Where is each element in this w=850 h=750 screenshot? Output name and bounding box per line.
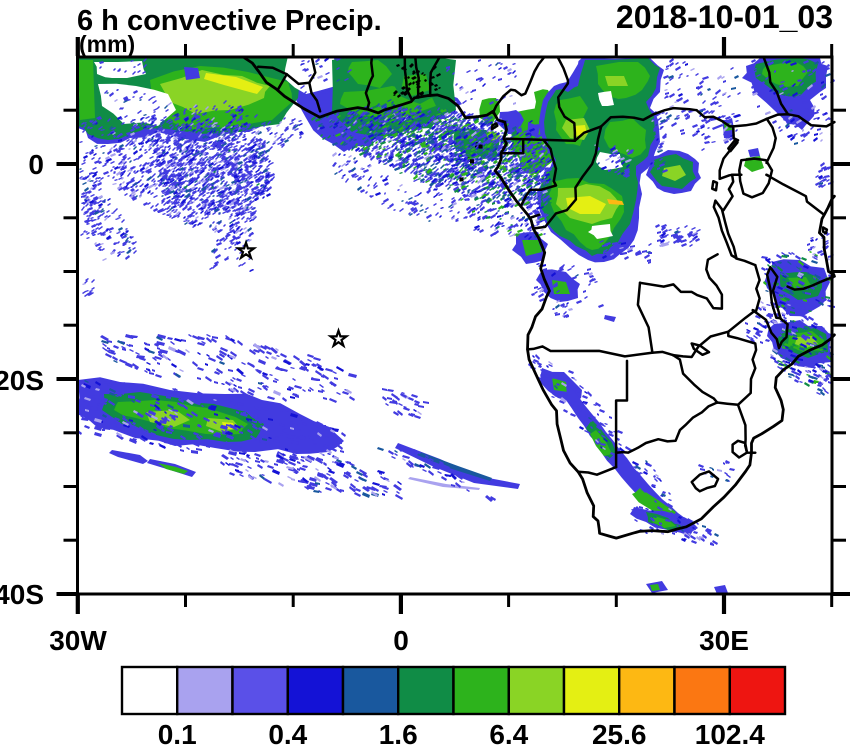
svg-text:30W: 30W bbox=[49, 625, 107, 656]
svg-text:30E: 30E bbox=[699, 625, 749, 656]
svg-text:(mm): (mm) bbox=[79, 31, 135, 57]
svg-text:6 h convective Precip.: 6 h convective Precip. bbox=[77, 5, 382, 37]
svg-text:2018-10-01_03: 2018-10-01_03 bbox=[616, 0, 833, 35]
svg-text:0.1: 0.1 bbox=[158, 719, 197, 750]
svg-text:20S: 20S bbox=[0, 365, 44, 396]
svg-text:102.4: 102.4 bbox=[695, 719, 765, 750]
svg-text:0: 0 bbox=[28, 149, 44, 180]
svg-text:1.6: 1.6 bbox=[379, 719, 418, 750]
svg-text:40S: 40S bbox=[0, 579, 44, 610]
svg-text:25.6: 25.6 bbox=[592, 719, 647, 750]
svg-text:0.4: 0.4 bbox=[268, 719, 307, 750]
svg-text:0: 0 bbox=[393, 625, 409, 656]
svg-text:6.4: 6.4 bbox=[489, 719, 528, 750]
